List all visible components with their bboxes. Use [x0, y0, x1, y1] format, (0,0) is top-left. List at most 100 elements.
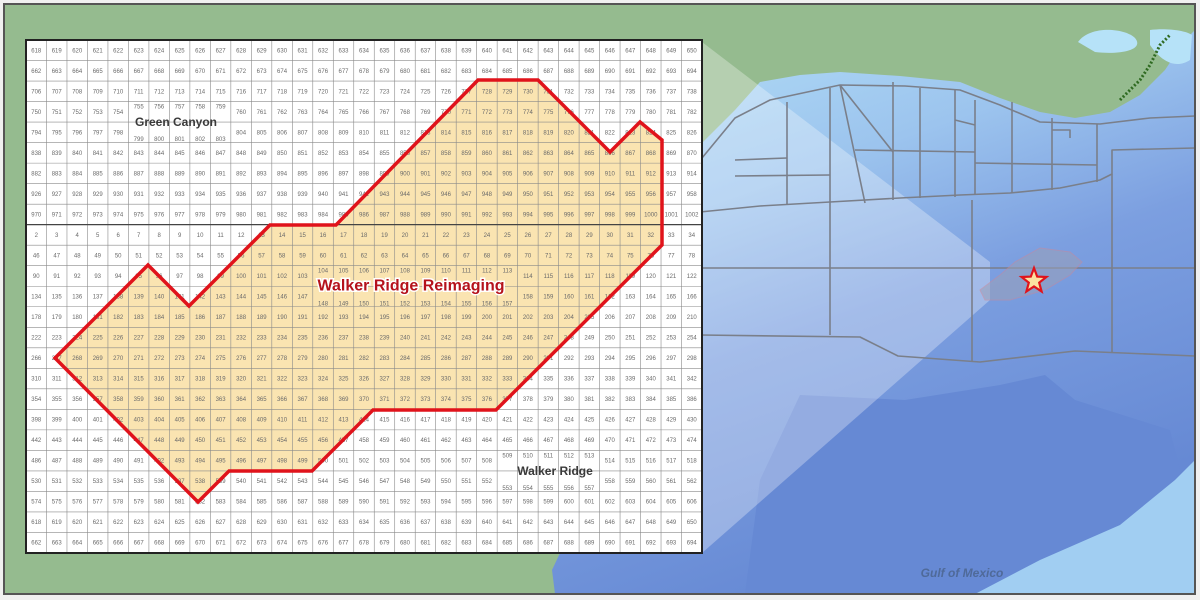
block-number: 816 [482, 130, 493, 136]
block-number: 989 [420, 212, 431, 218]
block-number: 230 [195, 336, 206, 342]
block-number: 468 [564, 438, 575, 444]
block-number: 120 [646, 274, 657, 280]
block-number: 364 [236, 397, 247, 403]
block-number: 840 [72, 151, 83, 157]
block-number: 956 [646, 192, 657, 198]
block-number: 948 [482, 192, 493, 198]
block-number: 463 [461, 438, 472, 444]
block-number: 474 [687, 438, 698, 444]
block-number: 683 [461, 541, 472, 547]
block-number: 648 [646, 520, 657, 526]
block-number: 953 [584, 192, 595, 198]
block-number: 596 [482, 500, 493, 506]
block-number: 628 [236, 520, 247, 526]
block-number: 678 [359, 69, 370, 75]
block-number: 331 [461, 377, 472, 383]
block-number: 99 [217, 274, 224, 280]
block-number: 429 [666, 418, 677, 424]
block-number: 684 [482, 69, 493, 75]
block-number: 201 [502, 315, 513, 321]
block-number: 929 [93, 192, 104, 198]
block-number: 361 [175, 397, 186, 403]
block-number: 797 [93, 130, 104, 136]
block-number: 399 [52, 418, 63, 424]
block-number: 145 [257, 295, 268, 301]
block-number: 97 [176, 274, 183, 280]
block-number: 897 [339, 171, 350, 177]
block-number: 605 [666, 500, 677, 506]
block-number: 642 [523, 48, 534, 54]
block-number: 850 [277, 151, 288, 157]
block-number: 685 [502, 69, 513, 75]
block-number: 91 [53, 274, 60, 280]
block-number: 629 [257, 48, 268, 54]
block-number: 533 [93, 479, 104, 485]
block-number: 543 [298, 479, 309, 485]
block-number: 236 [318, 336, 329, 342]
block-number: 690 [605, 541, 616, 547]
block-number: 909 [584, 171, 595, 177]
green-canyon-label: Green Canyon [135, 115, 217, 129]
block-number: 634 [359, 48, 370, 54]
block-number: 271 [134, 356, 145, 362]
block-number: 975 [134, 212, 145, 218]
block-number: 356 [72, 397, 83, 403]
block-number: 650 [687, 48, 698, 54]
block-number: 670 [195, 69, 206, 75]
block-number: 292 [564, 356, 575, 362]
block-number: 294 [605, 356, 616, 362]
block-number: 970 [31, 212, 42, 218]
block-number: 360 [154, 397, 165, 403]
block-number: 709 [93, 89, 104, 95]
block-number: 665 [93, 69, 104, 75]
block-number: 584 [236, 500, 247, 506]
block-number: 594 [441, 500, 452, 506]
block-number: 677 [339, 69, 350, 75]
block-number: 638 [441, 48, 452, 54]
block-number: 691 [625, 541, 636, 547]
block-number: 46 [33, 253, 40, 259]
block-number: 870 [687, 151, 698, 157]
block-number: 859 [461, 151, 472, 157]
block-number: 903 [461, 171, 472, 177]
block-number: 991 [461, 212, 472, 218]
block-number: 106 [359, 269, 370, 275]
block-number: 883 [52, 171, 63, 177]
block-number: 247 [543, 336, 554, 342]
block-number: 912 [646, 171, 657, 177]
block-number: 971 [52, 212, 63, 218]
block-number: 25 [504, 233, 511, 239]
block-number: 575 [52, 500, 63, 506]
block-number: 822 [605, 130, 616, 136]
block-number: 757 [175, 105, 186, 111]
block-number: 275 [216, 356, 227, 362]
block-number: 24 [484, 233, 491, 239]
block-number: 666 [113, 69, 124, 75]
block-number: 889 [175, 171, 186, 177]
block-number: 363 [216, 397, 227, 403]
block-number: 540 [236, 479, 247, 485]
block-number: 14 [279, 233, 286, 239]
block-number: 634 [359, 520, 370, 526]
block-number: 72 [566, 253, 573, 259]
block-number: 445 [93, 438, 104, 444]
block-number: 623 [134, 48, 145, 54]
block-number: 693 [666, 69, 677, 75]
block-number: 209 [666, 315, 677, 321]
block-number: 778 [605, 110, 616, 116]
block-number: 812 [400, 130, 411, 136]
block-number: 548 [400, 479, 411, 485]
block-number: 10 [197, 233, 204, 239]
block-number: 12 [238, 233, 245, 239]
block-number: 422 [523, 418, 534, 424]
block-number: 250 [605, 336, 616, 342]
block-number: 682 [441, 69, 452, 75]
block-number: 733 [584, 89, 595, 95]
block-number: 841 [93, 151, 104, 157]
block-number: 446 [113, 438, 124, 444]
block-number: 799 [134, 137, 145, 143]
block-number: 365 [257, 397, 268, 403]
block-number: 63 [381, 253, 388, 259]
block-number: 161 [584, 295, 595, 301]
